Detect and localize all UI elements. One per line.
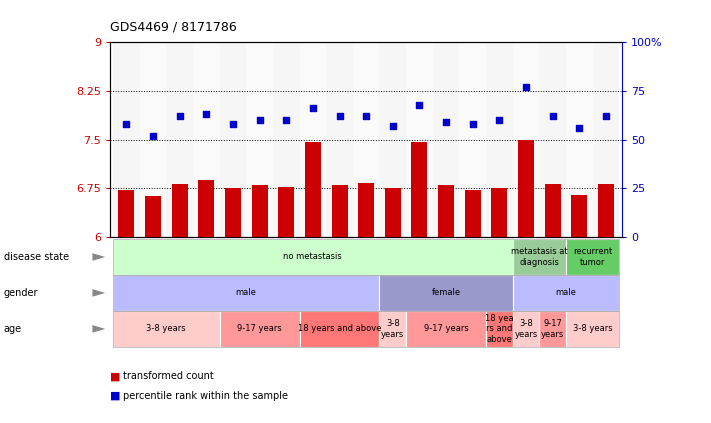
Bar <box>171 184 188 237</box>
Bar <box>406 42 433 237</box>
Text: no metastasis: no metastasis <box>284 253 342 261</box>
Bar <box>353 42 380 237</box>
Bar <box>113 42 139 237</box>
Bar <box>331 185 348 237</box>
Text: 9-17 years: 9-17 years <box>424 324 469 333</box>
Text: ■: ■ <box>110 390 121 401</box>
Text: male: male <box>236 288 257 297</box>
Bar <box>518 140 534 237</box>
Bar <box>380 42 406 237</box>
Point <box>574 124 585 131</box>
Text: 3-8 years: 3-8 years <box>146 324 186 333</box>
Bar <box>225 188 241 237</box>
Text: 9-17
years: 9-17 years <box>541 319 565 338</box>
Bar <box>358 183 374 237</box>
Text: 3-8 years: 3-8 years <box>573 324 613 333</box>
Text: transformed count: transformed count <box>123 371 214 382</box>
Point <box>494 117 506 124</box>
Bar <box>273 42 299 237</box>
Point <box>441 119 452 126</box>
Point <box>228 121 239 127</box>
Bar <box>145 196 161 237</box>
Bar <box>412 142 427 237</box>
Point <box>120 121 132 127</box>
Point <box>201 111 212 118</box>
Bar <box>220 42 246 237</box>
Text: percentile rank within the sample: percentile rank within the sample <box>123 390 288 401</box>
Bar <box>252 185 267 237</box>
Text: ■: ■ <box>110 371 121 382</box>
Bar <box>438 185 454 237</box>
Bar <box>513 42 540 237</box>
Bar <box>545 184 561 237</box>
Bar <box>246 42 273 237</box>
Bar <box>433 42 459 237</box>
Bar <box>139 42 166 237</box>
Point <box>601 113 612 120</box>
Bar <box>572 195 587 237</box>
Bar <box>385 188 401 237</box>
Bar <box>486 42 513 237</box>
Text: female: female <box>432 288 461 297</box>
Point <box>280 117 292 124</box>
Bar <box>118 190 134 237</box>
Point <box>520 84 532 91</box>
Bar <box>198 181 214 237</box>
Text: 9-17 years: 9-17 years <box>237 324 282 333</box>
Bar <box>459 42 486 237</box>
Bar <box>278 187 294 237</box>
Text: GDS4469 / 8171786: GDS4469 / 8171786 <box>110 21 237 34</box>
Bar <box>299 42 326 237</box>
Bar <box>193 42 220 237</box>
Bar <box>566 42 593 237</box>
Bar <box>593 42 619 237</box>
Text: recurrent
tumor: recurrent tumor <box>573 247 612 266</box>
Point <box>334 113 346 120</box>
Text: metastasis at
diagnosis: metastasis at diagnosis <box>511 247 568 266</box>
Point <box>173 113 185 120</box>
Text: disease state: disease state <box>4 252 69 262</box>
Point <box>547 113 559 120</box>
Bar <box>305 142 321 237</box>
Point <box>414 101 425 108</box>
Bar <box>326 42 353 237</box>
Text: age: age <box>4 324 21 334</box>
Bar <box>540 42 566 237</box>
Point <box>387 123 399 129</box>
Bar <box>491 188 508 237</box>
Text: male: male <box>556 288 577 297</box>
Bar <box>465 190 481 237</box>
Text: 3-8
years: 3-8 years <box>515 319 538 338</box>
Point <box>467 121 479 127</box>
Text: gender: gender <box>4 288 38 298</box>
Point <box>307 105 319 112</box>
Text: 18 years and above: 18 years and above <box>298 324 381 333</box>
Bar <box>598 184 614 237</box>
Point <box>147 132 159 139</box>
Text: 18 yea
rs and
above: 18 yea rs and above <box>485 314 514 344</box>
Text: 3-8
years: 3-8 years <box>381 319 405 338</box>
Bar <box>166 42 193 237</box>
Point <box>254 117 265 124</box>
Point <box>360 113 372 120</box>
